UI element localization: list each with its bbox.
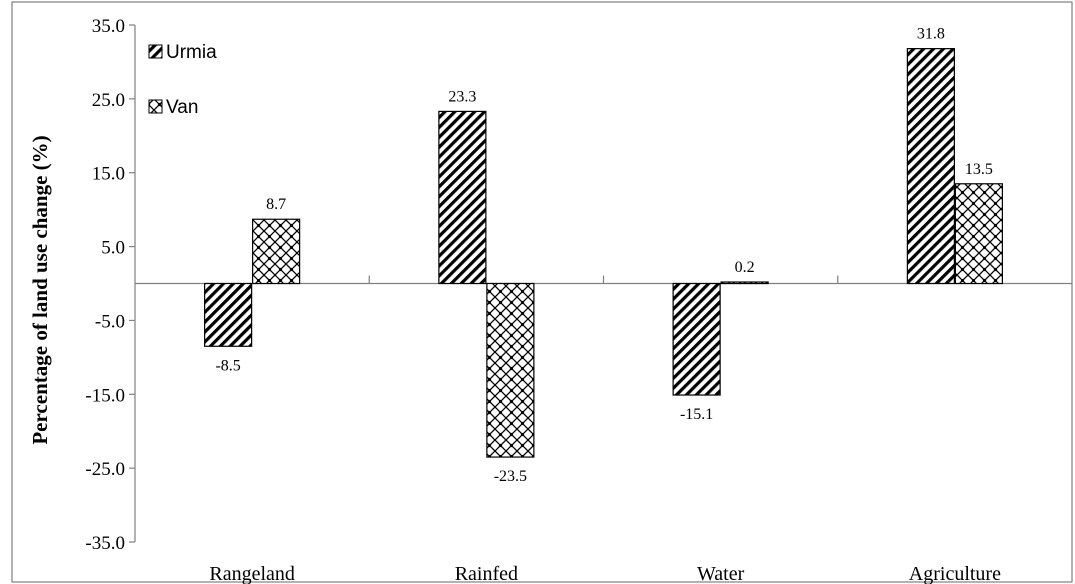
- x-category-label: Rainfed: [455, 563, 518, 584]
- y-axis-title: Percentage of land use change (%): [28, 135, 52, 444]
- bar-urmia-rainfed: [438, 110, 487, 285]
- y-tick-labels: 35.0 25.0 15.0 5.0 -5.0 -15.0 -25.0 -35.0: [85, 16, 125, 554]
- category-labels: Rangeland Rainfed Water Agriculture: [209, 563, 1001, 584]
- bar-urmia-agriculture: [906, 48, 955, 285]
- bar-urmia-water: [672, 282, 721, 396]
- chart-border: [11, 1, 1073, 583]
- legend-item-van: Van: [148, 97, 198, 118]
- y-tick-label: -5.0: [95, 311, 125, 332]
- data-label-van-rangeland: 8.7: [266, 196, 286, 213]
- data-label-van-rainfed: -23.5: [494, 468, 527, 485]
- data-label-urmia-water: -15.1: [680, 406, 713, 423]
- legend: Urmia Van: [148, 42, 217, 118]
- x-category-label: Agriculture: [909, 563, 1001, 584]
- data-label-urmia-rangeland: -8.5: [215, 357, 240, 374]
- bar-van-rangeland: [252, 218, 301, 285]
- bar-van-water: [720, 281, 769, 285]
- legend-label-urmia: Urmia: [166, 42, 217, 63]
- x-category-label: Rangeland: [209, 563, 295, 584]
- legend-swatch-van: [148, 99, 163, 114]
- data-label-urmia-agriculture: 31.8: [917, 26, 945, 43]
- legend-swatch-urmia: [148, 44, 163, 59]
- data-labels: -8.5 23.3 -15.1 31.8 8.7 -23.5 0.2 13.5: [215, 26, 992, 485]
- y-tick-label: 25.0: [92, 90, 125, 111]
- x-category-label: Water: [697, 563, 745, 584]
- bars: [204, 48, 1003, 458]
- bar-urmia-rangeland: [204, 282, 253, 347]
- bar-van-rainfed: [486, 282, 535, 458]
- y-tick-label: 35.0: [92, 16, 125, 37]
- y-tick-label: 5.0: [101, 238, 125, 259]
- legend-item-urmia: Urmia: [148, 42, 217, 63]
- data-label-van-agriculture: 13.5: [965, 161, 993, 178]
- y-tick-label: 15.0: [92, 164, 125, 185]
- legend-label-van: Van: [166, 97, 198, 118]
- bar-van-agriculture: [954, 183, 1003, 285]
- y-tick-label: -15.0: [85, 385, 125, 406]
- y-tick-label: -25.0: [85, 459, 125, 480]
- data-label-van-water: 0.2: [735, 259, 755, 276]
- y-tick-label: -35.0: [85, 533, 125, 554]
- data-label-urmia-rainfed: 23.3: [448, 88, 476, 105]
